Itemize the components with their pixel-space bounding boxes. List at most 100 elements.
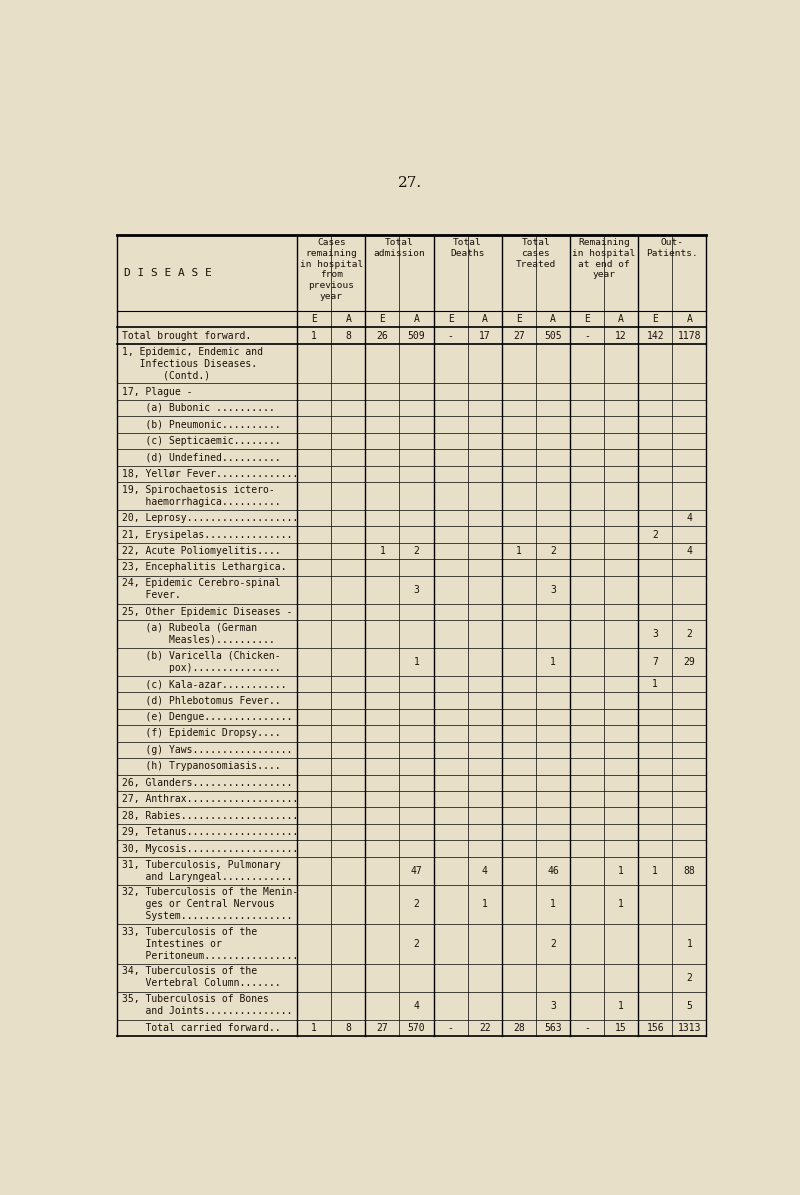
Text: (h) Trypanosomiasis....: (h) Trypanosomiasis....: [122, 761, 281, 771]
Text: E: E: [379, 314, 386, 324]
Text: A: A: [618, 314, 624, 324]
Text: 27.: 27.: [398, 176, 422, 190]
Text: 47: 47: [410, 865, 422, 876]
Text: 505: 505: [544, 331, 562, 341]
Text: A: A: [414, 314, 419, 324]
Text: 28, Rabies....................: 28, Rabies....................: [122, 810, 298, 821]
Text: 17: 17: [479, 331, 490, 341]
Text: A: A: [346, 314, 351, 324]
Text: 2: 2: [550, 939, 556, 949]
Text: 25, Other Epidemic Diseases -: 25, Other Epidemic Diseases -: [122, 607, 293, 617]
Text: 17, Plague -: 17, Plague -: [122, 386, 193, 397]
Text: 2: 2: [414, 939, 419, 949]
Text: 1: 1: [652, 679, 658, 690]
Text: 156: 156: [646, 1023, 664, 1032]
Text: 26: 26: [377, 331, 388, 341]
Text: E: E: [448, 314, 454, 324]
Text: 28: 28: [513, 1023, 525, 1032]
Text: 2: 2: [652, 529, 658, 540]
Text: (g) Yaws.................: (g) Yaws.................: [122, 744, 293, 755]
Text: 1: 1: [311, 1023, 317, 1032]
Text: 2: 2: [414, 900, 419, 909]
Text: 2: 2: [686, 973, 692, 982]
Text: 5: 5: [686, 1000, 692, 1011]
Text: 7: 7: [652, 657, 658, 667]
Text: 15: 15: [615, 1023, 627, 1032]
Text: 29: 29: [683, 657, 695, 667]
Text: (f) Epidemic Dropsy....: (f) Epidemic Dropsy....: [122, 729, 281, 739]
Text: 3: 3: [652, 629, 658, 639]
Text: 2: 2: [414, 546, 419, 556]
Text: 1: 1: [618, 865, 624, 876]
Text: 3: 3: [550, 1000, 556, 1011]
Text: 22, Acute Poliomyelitis....: 22, Acute Poliomyelitis....: [122, 546, 281, 556]
Text: (b) Varicella (Chicken-
        pox)...............: (b) Varicella (Chicken- pox)............…: [122, 651, 281, 673]
Text: (c) Kala-azar...........: (c) Kala-azar...........: [122, 679, 287, 690]
Text: Total
admission: Total admission: [374, 238, 426, 258]
Text: Remaining
in hospital
at end of
year: Remaining in hospital at end of year: [573, 238, 636, 280]
Text: 1178: 1178: [678, 331, 701, 341]
Text: 27: 27: [377, 1023, 388, 1032]
Text: 32, Tuberculosis of the Menin-
    ges or Central Nervous
    System............: 32, Tuberculosis of the Menin- ges or Ce…: [122, 888, 298, 921]
Text: 33, Tuberculosis of the
    Intestines or
    Peritoneum................: 33, Tuberculosis of the Intestines or Pe…: [122, 927, 298, 961]
Text: 24, Epidemic Cerebro-spinal
    Fever.: 24, Epidemic Cerebro-spinal Fever.: [122, 578, 281, 600]
Text: 1: 1: [686, 939, 692, 949]
Text: 1: 1: [482, 900, 488, 909]
Text: 34, Tuberculosis of the
    Vertebral Column.......: 34, Tuberculosis of the Vertebral Column…: [122, 967, 281, 988]
Text: E: E: [311, 314, 317, 324]
Text: Total
cases
Treated: Total cases Treated: [516, 238, 556, 269]
Text: 21, Erysipelas...............: 21, Erysipelas...............: [122, 529, 293, 540]
Text: 23, Encephalitis Lethargica.: 23, Encephalitis Lethargica.: [122, 563, 287, 572]
Text: 1313: 1313: [678, 1023, 701, 1032]
Text: 2: 2: [686, 629, 692, 639]
Text: 20, Leprosy...................: 20, Leprosy...................: [122, 513, 298, 523]
Text: 4: 4: [414, 1000, 419, 1011]
Text: -: -: [584, 331, 590, 341]
Text: 1: 1: [516, 546, 522, 556]
Text: 2: 2: [550, 546, 556, 556]
Text: 4: 4: [482, 865, 488, 876]
Text: 22: 22: [479, 1023, 490, 1032]
Text: 8: 8: [346, 331, 351, 341]
Text: 142: 142: [646, 331, 664, 341]
Text: 509: 509: [408, 331, 426, 341]
Text: 1: 1: [550, 900, 556, 909]
Text: 29, Tetanus...................: 29, Tetanus...................: [122, 827, 298, 838]
Text: 3: 3: [550, 584, 556, 595]
Text: 563: 563: [544, 1023, 562, 1032]
Text: 46: 46: [547, 865, 558, 876]
Text: 1: 1: [652, 865, 658, 876]
Text: 1, Epidemic, Endemic and
   Infectious Diseases.
       (Contd.): 1, Epidemic, Endemic and Infectious Dise…: [122, 347, 263, 381]
Text: E: E: [652, 314, 658, 324]
Text: 27, Anthrax...................: 27, Anthrax...................: [122, 795, 298, 804]
Text: (b) Pneumonic..........: (b) Pneumonic..........: [122, 419, 281, 429]
Text: 1: 1: [311, 331, 317, 341]
Text: 31, Tuberculosis, Pulmonary
    and Laryngeal............: 31, Tuberculosis, Pulmonary and Laryngea…: [122, 859, 293, 882]
Text: (d) Undefined..........: (d) Undefined..........: [122, 452, 281, 462]
Text: 3: 3: [414, 584, 419, 595]
Text: 12: 12: [615, 331, 627, 341]
Text: 35, Tuberculosis of Bones
    and Joints...............: 35, Tuberculosis of Bones and Joints....…: [122, 994, 293, 1016]
Text: 570: 570: [408, 1023, 426, 1032]
Text: D I S E A S E: D I S E A S E: [123, 268, 211, 278]
Text: 27: 27: [513, 331, 525, 341]
Text: Cases
remaining
in hospital
from
previous
year: Cases remaining in hospital from previou…: [300, 238, 363, 301]
Text: 1: 1: [379, 546, 386, 556]
Text: 88: 88: [683, 865, 695, 876]
Text: (a) Rubeola (German
        Measles)..........: (a) Rubeola (German Measles)..........: [122, 623, 275, 645]
Text: 4: 4: [686, 546, 692, 556]
Text: 1: 1: [618, 1000, 624, 1011]
Text: 18, Yellør Fever..............: 18, Yellør Fever..............: [122, 468, 298, 479]
Text: 1: 1: [414, 657, 419, 667]
Text: E: E: [516, 314, 522, 324]
Text: Out-
Patients.: Out- Patients.: [646, 238, 698, 258]
Text: Total carried forward..: Total carried forward..: [122, 1023, 281, 1032]
Text: 1: 1: [618, 900, 624, 909]
Text: (c) Septicaemic........: (c) Septicaemic........: [122, 436, 281, 446]
Text: Total brought forward.: Total brought forward.: [122, 331, 251, 341]
Text: Total
Deaths: Total Deaths: [450, 238, 485, 258]
Text: (d) Phlebotomus Fever..: (d) Phlebotomus Fever..: [122, 695, 281, 705]
Text: (e) Dengue...............: (e) Dengue...............: [122, 712, 293, 722]
Text: (a) Bubonic ..........: (a) Bubonic ..........: [122, 403, 275, 413]
Text: 1: 1: [550, 657, 556, 667]
